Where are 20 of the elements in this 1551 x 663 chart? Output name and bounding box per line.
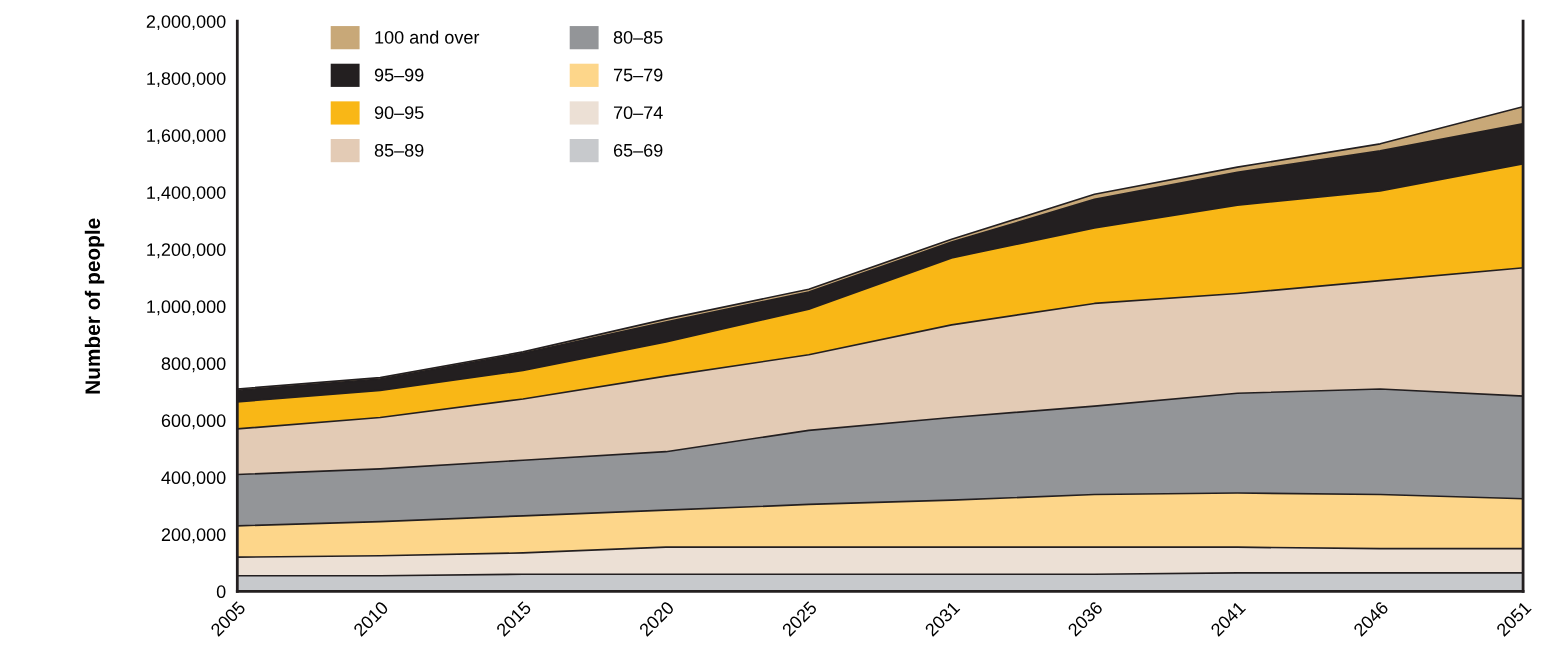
y-tick-label: 600,000 bbox=[161, 414, 226, 430]
legend-label: 70–74 bbox=[613, 106, 663, 120]
y-tick-label: 1,600,000 bbox=[147, 129, 226, 145]
legend-label: 90–95 bbox=[374, 106, 424, 120]
y-tick-label: 2,000,000 bbox=[146, 15, 226, 31]
y-tick-label: 1,800,000 bbox=[147, 72, 226, 88]
y-tick-label: 200,000 bbox=[161, 528, 226, 544]
y-tick-label: 1,000,000 bbox=[147, 300, 226, 316]
legend-label: 95–99 bbox=[374, 68, 424, 82]
legend-label: 65–69 bbox=[613, 143, 663, 157]
y-axis-title: Number of people bbox=[84, 218, 105, 394]
y-tick-label: 1,200,000 bbox=[147, 243, 226, 259]
legend-label: 80–85 bbox=[613, 30, 663, 44]
y-tick-label: 0 bbox=[216, 585, 226, 599]
y-tick-label: 800,000 bbox=[161, 357, 226, 373]
legend-label: 75–79 bbox=[613, 68, 663, 82]
legend-label: 100 and over bbox=[375, 30, 480, 44]
legend-label: 85–89 bbox=[374, 143, 424, 157]
y-tick-label: 1,400,000 bbox=[147, 186, 226, 202]
y-tick-label: 400,000 bbox=[161, 471, 226, 487]
